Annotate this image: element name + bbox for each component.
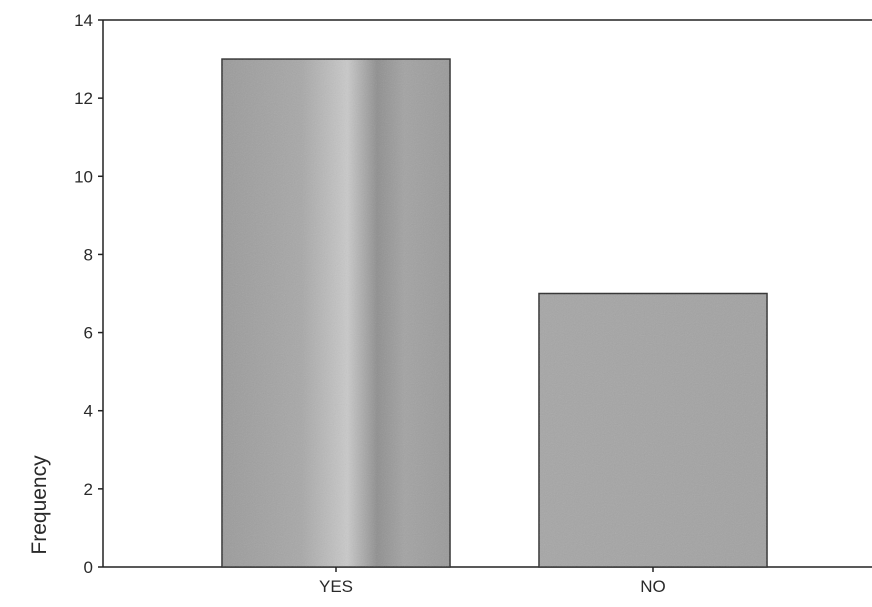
y-tick-label-2: 2 <box>84 480 93 499</box>
y-tick-label-0: 0 <box>84 558 93 577</box>
y-tick-label-14: 14 <box>74 11 93 30</box>
x-tick-label-yes: YES <box>319 577 353 596</box>
x-ticks: YES NO <box>319 567 666 596</box>
y-tick-label-10: 10 <box>74 167 93 186</box>
y-tick-label-12: 12 <box>74 89 93 108</box>
y-tick-label-6: 6 <box>84 324 93 343</box>
y-ticks: 0 2 4 6 8 10 12 14 <box>74 11 103 577</box>
y-tick-label-4: 4 <box>84 402 93 421</box>
bar-texture-yes <box>222 59 450 567</box>
bars <box>221 58 768 568</box>
bar-texture-no <box>539 293 767 567</box>
y-tick-label-8: 8 <box>84 245 93 264</box>
y-axis-title: Frequency <box>28 455 51 555</box>
x-tick-label-no: NO <box>640 577 666 596</box>
